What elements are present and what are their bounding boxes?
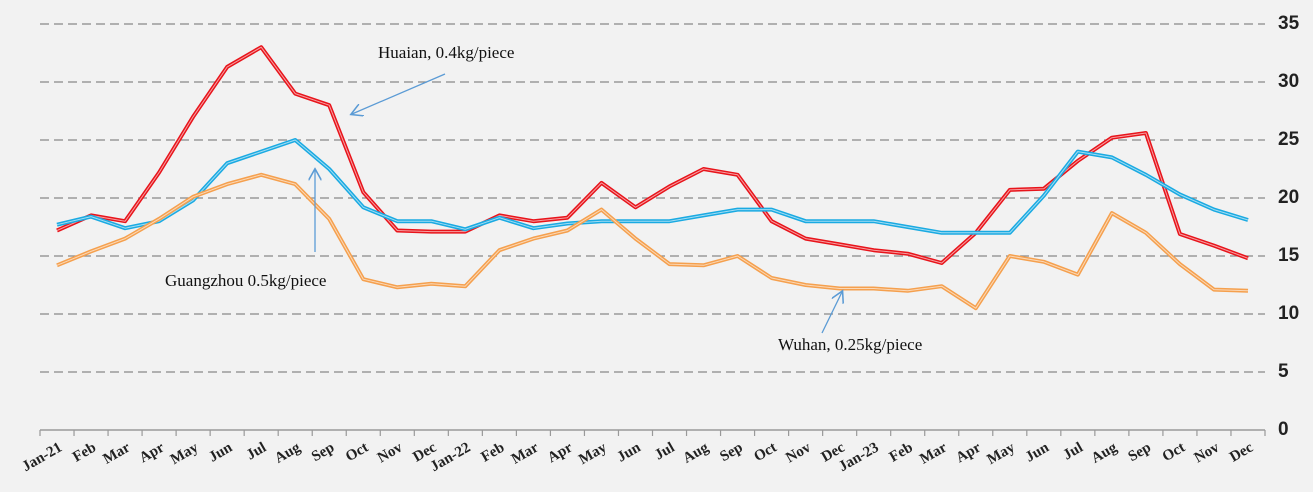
annotation: Wuhan, 0.25kg/piece [778, 335, 922, 354]
series-line-highlight [56, 174, 1249, 309]
y-tick-label: 10 [1278, 303, 1299, 324]
y-tick-label: 15 [1278, 245, 1300, 266]
y-tick-label: 35 [1278, 13, 1300, 34]
series-line-highlight [56, 46, 1249, 264]
y-tick-label: 20 [1278, 187, 1299, 208]
y-tick-label: 0 [1278, 419, 1289, 440]
annotation-arrow [352, 73, 446, 114]
series-line-highlight [56, 139, 1249, 234]
annotation-arrow [821, 292, 842, 334]
annotation: Huaian, 0.4kg/piece [378, 43, 514, 62]
y-tick-label: 25 [1278, 129, 1300, 150]
annotation: Guangzhou 0.5kg/piece [165, 271, 326, 290]
y-tick-label: 5 [1278, 361, 1289, 382]
y-tick-label: 30 [1278, 71, 1299, 92]
